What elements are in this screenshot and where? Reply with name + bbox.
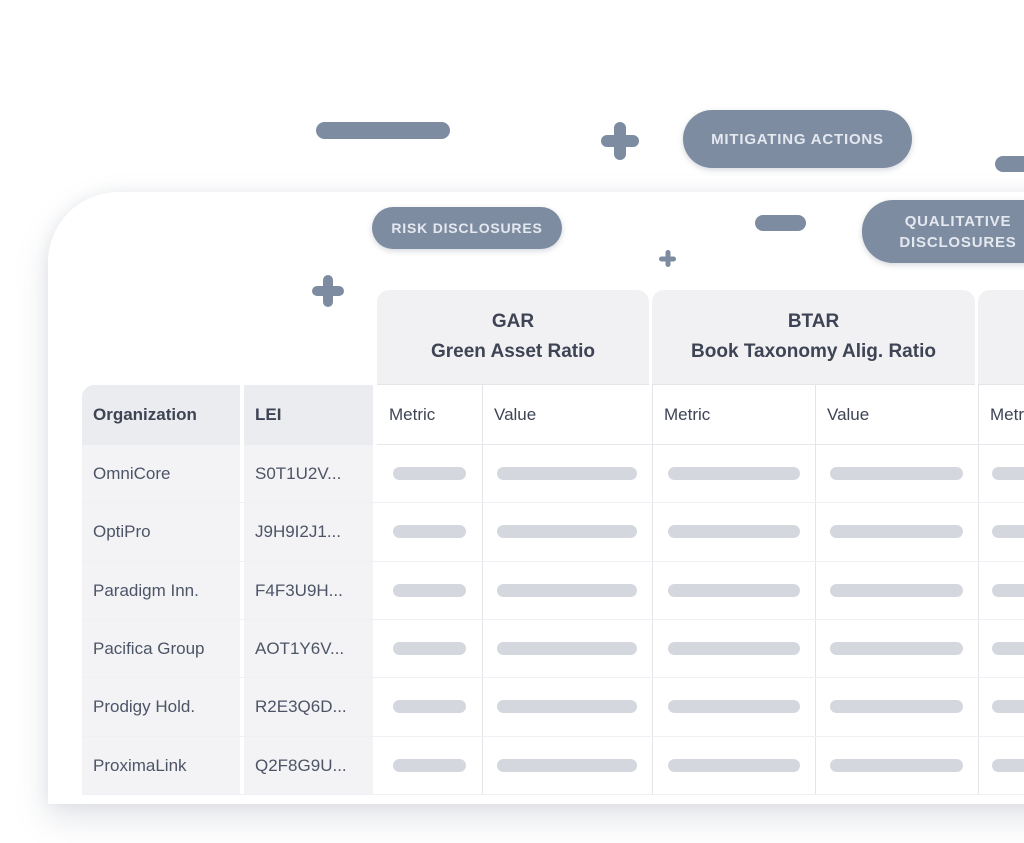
org-cell: Prodigy Hold. bbox=[82, 678, 240, 737]
column-divider bbox=[482, 385, 483, 795]
row-divider bbox=[82, 794, 1024, 795]
placeholder-bar bbox=[393, 525, 466, 539]
placeholder-bar bbox=[992, 642, 1024, 655]
plus-icon[interactable] bbox=[312, 275, 344, 307]
placeholder-bar bbox=[393, 583, 466, 597]
qualitative-disclosures-button[interactable]: QUALITATIVE DISCLOSURES bbox=[862, 200, 1024, 263]
risk-disclosures-button[interactable]: RISK DISCLOSURES bbox=[372, 207, 562, 249]
lei-cell: R2E3Q6D... bbox=[244, 678, 373, 737]
lei-cell: AOT1Y6V... bbox=[244, 620, 373, 679]
placeholder-bar bbox=[830, 700, 963, 714]
placeholder-bar bbox=[830, 525, 963, 539]
plus-icon-bar bbox=[323, 275, 333, 307]
placeholder-bar bbox=[830, 642, 963, 655]
placeholder-bar bbox=[393, 758, 466, 772]
placeholder-bar bbox=[992, 583, 1024, 597]
placeholder-bar bbox=[497, 700, 637, 714]
placeholder-bar bbox=[668, 467, 800, 480]
placeholder-bar bbox=[668, 758, 800, 772]
placeholder-bar bbox=[992, 758, 1024, 772]
group-header-BTAR: BTAR Book Taxonomy Alig. Ratio bbox=[652, 290, 975, 385]
lei-cell: Q2F8G9U... bbox=[244, 736, 373, 795]
lei-cell: J9H9I2J1... bbox=[244, 503, 373, 562]
plus-icon[interactable] bbox=[601, 122, 639, 160]
placeholder-bar bbox=[992, 700, 1024, 714]
placeholder-bar bbox=[830, 758, 963, 772]
lei-cell: F4F3U9H... bbox=[244, 561, 373, 620]
placeholder-bar bbox=[497, 467, 637, 480]
collapsed-bar-icon bbox=[316, 122, 450, 139]
group-header-GAR: GAR Green Asset Ratio bbox=[377, 290, 649, 385]
row-divider bbox=[82, 735, 1024, 737]
column-header-value: Value bbox=[815, 385, 978, 445]
plus-icon-small[interactable] bbox=[659, 250, 676, 267]
placeholder-bar bbox=[668, 700, 800, 714]
placeholder-bar bbox=[992, 525, 1024, 539]
group-header-partial bbox=[978, 290, 1024, 385]
column-header-metric: Metric bbox=[652, 385, 815, 445]
lei-cell: S0T1U2V... bbox=[244, 445, 373, 504]
placeholder-bar bbox=[497, 642, 637, 655]
placeholder-bar bbox=[497, 758, 637, 772]
placeholder-bar bbox=[497, 583, 637, 597]
column-header-metric: Metric bbox=[377, 385, 482, 445]
org-cell: Paradigm Inn. bbox=[82, 561, 240, 620]
row-divider bbox=[82, 677, 1024, 679]
qualitative-disclosures-label-line1: QUALITATIVE bbox=[904, 212, 1012, 230]
plus-icon-bar bbox=[614, 122, 626, 160]
placeholder-bar bbox=[393, 467, 466, 480]
column-divider bbox=[815, 385, 816, 795]
placeholder-bar bbox=[393, 642, 466, 655]
column-header-metric: Metric bbox=[978, 385, 1024, 445]
org-cell: OmniCore bbox=[82, 445, 240, 504]
mitigating-actions-button[interactable]: MITIGATING ACTIONS bbox=[683, 110, 912, 168]
placeholder-bar bbox=[830, 583, 963, 597]
placeholder-bar bbox=[497, 525, 637, 539]
column-header-value: Value bbox=[482, 385, 652, 445]
org-cell: OptiPro bbox=[82, 503, 240, 562]
minus-dash-icon bbox=[755, 215, 806, 231]
plus-icon-bar bbox=[665, 250, 670, 267]
placeholder-bar bbox=[668, 642, 800, 655]
group-name: Green Asset Ratio bbox=[430, 341, 595, 362]
column-header-organization: Organization bbox=[82, 385, 240, 445]
group-name: Book Taxonomy Alig. Ratio bbox=[691, 341, 936, 362]
group-code: GAR bbox=[491, 311, 535, 332]
org-cell: ProximaLink bbox=[82, 736, 240, 795]
column-header-lei: LEI bbox=[244, 385, 373, 445]
row-divider bbox=[82, 560, 1024, 562]
placeholder-bar bbox=[668, 583, 800, 597]
placeholder-bar bbox=[992, 467, 1024, 480]
placeholder-bar bbox=[830, 467, 963, 480]
row-divider bbox=[82, 619, 1024, 620]
collapsed-bar-icon bbox=[995, 156, 1024, 172]
placeholder-bar bbox=[668, 525, 800, 539]
group-code: BTAR bbox=[787, 311, 840, 332]
placeholder-bar bbox=[393, 700, 466, 714]
column-divider bbox=[652, 385, 653, 795]
qualitative-disclosures-label-line2: DISCLOSURES bbox=[899, 233, 1017, 251]
column-divider bbox=[978, 385, 979, 795]
org-cell: Pacifica Group bbox=[82, 620, 240, 679]
row-divider bbox=[82, 502, 1024, 504]
